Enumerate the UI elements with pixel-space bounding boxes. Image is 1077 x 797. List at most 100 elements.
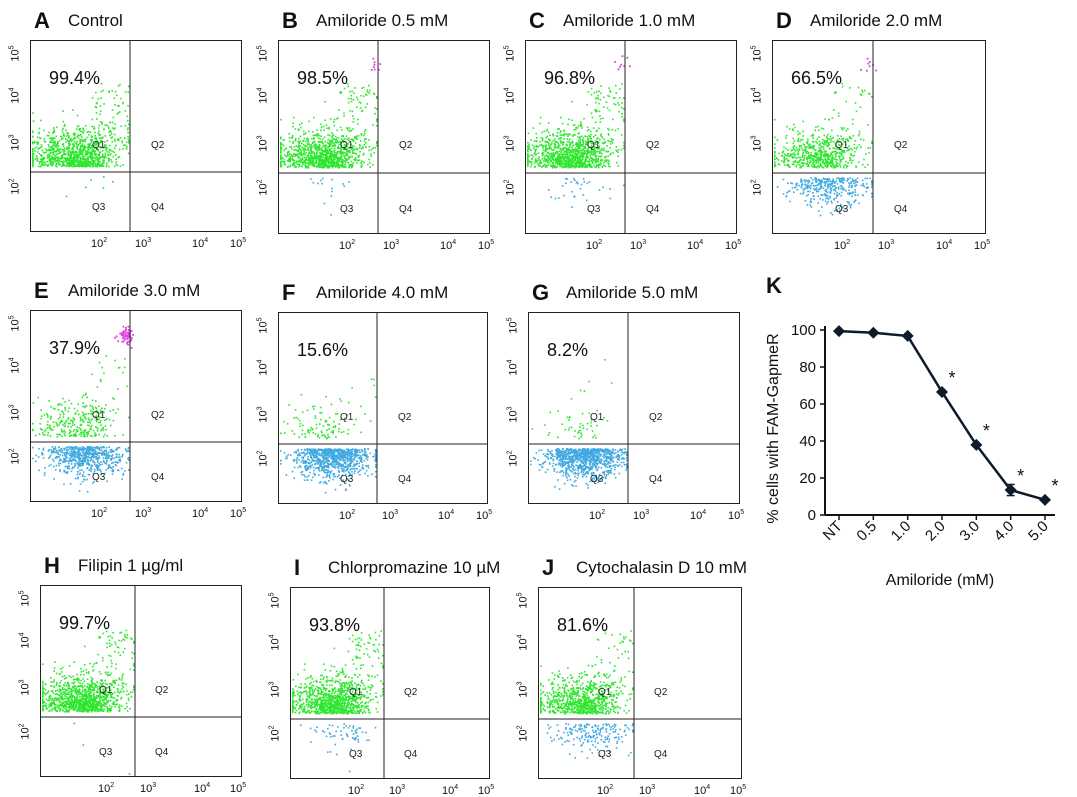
y-tick-label: 104	[7, 87, 22, 103]
tick-base: 10	[258, 321, 270, 333]
quadrant-label-q2: Q2	[404, 687, 417, 698]
x-tick-label: 103	[630, 237, 646, 252]
q1-percent: 37.9%	[49, 338, 100, 358]
tick-base: 10	[270, 685, 282, 697]
y-axis-label: % cells with FAM-GapmeR	[765, 333, 782, 523]
tick-base: 10	[730, 785, 742, 797]
tick-exponent: 3	[651, 784, 655, 791]
q3-events	[66, 176, 114, 197]
tick-base: 10	[258, 183, 270, 195]
tick-exponent: 4	[257, 87, 264, 91]
y-tick-label: 102	[255, 450, 270, 466]
y-tick-label: 104	[505, 359, 520, 375]
tick-exponent: 5	[257, 317, 264, 321]
tick-exponent: 5	[504, 45, 511, 49]
quadrant-label-q1: Q1	[340, 412, 353, 423]
x-tick-label: 103	[389, 782, 405, 797]
quadrant-label-q2: Q2	[399, 140, 412, 151]
tick-base: 10	[974, 240, 986, 252]
tick-exponent: 4	[9, 357, 16, 361]
q3-events	[300, 723, 376, 772]
quadrant-label-q3: Q3	[349, 749, 362, 760]
panel-letter: K	[766, 273, 782, 298]
x-tick-label: 104	[192, 235, 208, 250]
x-tick-label: 105	[230, 505, 246, 520]
tick-exponent: 5	[242, 507, 246, 514]
x-tick-label: 102	[339, 507, 355, 522]
quadrant-label-q3: Q3	[340, 204, 353, 215]
tick-base: 10	[752, 49, 764, 61]
tick-exponent: 2	[751, 179, 758, 183]
tick-exponent: 2	[601, 509, 605, 516]
tick-exponent: 4	[204, 507, 208, 514]
y-tick-label: 104	[267, 634, 282, 650]
x-tick-label: 103	[135, 235, 151, 250]
panel-letter: B	[282, 10, 298, 32]
x-tick-label: 105	[476, 507, 492, 522]
panel-letter: H	[44, 555, 60, 577]
q2-events	[860, 58, 877, 72]
quadrant-label-q3: Q3	[99, 747, 112, 758]
y-tick-label: 103	[7, 404, 22, 420]
tick-exponent: 5	[19, 590, 26, 594]
quadrant-label-q4: Q4	[155, 747, 168, 758]
data-point	[902, 330, 914, 342]
panel-title: Control	[68, 11, 123, 31]
tick-base: 10	[639, 785, 651, 797]
tick-exponent: 5	[9, 45, 16, 49]
tick-exponent: 3	[147, 507, 151, 514]
x-tick-label: 105	[728, 507, 744, 522]
tick-base: 10	[135, 238, 147, 250]
y-tick-label: 80	[799, 359, 816, 376]
y-tick-label: 100	[791, 322, 816, 339]
tick-exponent: 3	[394, 509, 398, 516]
q1-percent: 99.7%	[59, 613, 110, 633]
y-tick-label: 105	[255, 45, 270, 61]
y-tick-label: 102	[505, 450, 520, 466]
quadrant-label-q4: Q4	[151, 472, 164, 483]
tick-base: 10	[438, 510, 450, 522]
y-tick-label: 103	[749, 135, 764, 151]
y-tick-label: 103	[502, 135, 517, 151]
tick-base: 10	[728, 510, 740, 522]
panel-letter: J	[542, 557, 554, 579]
q1-events	[532, 359, 613, 439]
quadrant-label-q4: Q4	[654, 749, 667, 760]
x-tick-label: 103	[633, 507, 649, 522]
tick-base: 10	[10, 182, 22, 194]
tick-base: 10	[10, 319, 22, 331]
y-tick-label: 105	[17, 590, 32, 606]
tick-base: 10	[20, 594, 32, 606]
panel-title: Cytochalasin D 10 mM	[576, 558, 747, 578]
x-tick-label: 104	[440, 237, 456, 252]
q1-percent: 81.6%	[557, 615, 608, 635]
tick-base: 10	[10, 361, 22, 373]
tick-exponent: 4	[269, 634, 276, 638]
tick-exponent: 3	[751, 135, 758, 139]
tick-base: 10	[258, 49, 270, 61]
tick-base: 10	[20, 727, 32, 739]
significance-star: *	[948, 368, 955, 388]
tick-base: 10	[597, 785, 609, 797]
tick-base: 10	[389, 785, 401, 797]
tick-exponent: 5	[269, 592, 276, 596]
q1-events	[32, 83, 130, 168]
x-tick-label: 104	[690, 507, 706, 522]
q3-events	[777, 177, 873, 216]
panel-letter: C	[529, 10, 545, 32]
tick-exponent: 2	[351, 509, 355, 516]
tick-base: 10	[505, 49, 517, 61]
tick-exponent: 2	[846, 239, 850, 246]
tick-exponent: 2	[9, 178, 16, 182]
quadrant-label-q2: Q2	[894, 140, 907, 151]
tick-exponent: 4	[19, 632, 26, 636]
tick-exponent: 3	[401, 784, 405, 791]
tick-exponent: 5	[740, 509, 744, 516]
tick-base: 10	[258, 363, 270, 375]
quadrant-label-q4: Q4	[151, 202, 164, 213]
quadrant-label-q3: Q3	[598, 749, 611, 760]
x-tick-label: 102	[98, 780, 114, 795]
panel-letter: A	[34, 10, 50, 32]
